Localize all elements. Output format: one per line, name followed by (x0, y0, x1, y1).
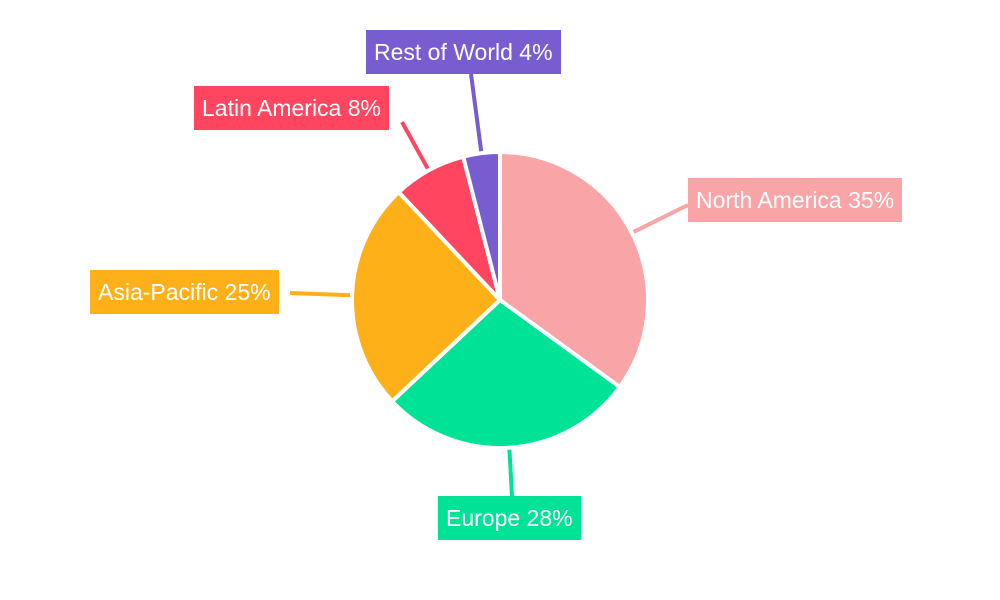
pie-slice-asia-pacific[interactable] (350, 190, 502, 404)
pie-slice-rest-of-world[interactable] (461, 150, 502, 302)
data-label: Latin America 8% (194, 86, 389, 130)
leader-line (469, 73, 484, 152)
data-label: Rest of World 4% (366, 30, 561, 74)
data-label: North America 35% (688, 178, 903, 222)
data-label: Europe 28% (438, 496, 581, 540)
leader-line (632, 203, 689, 234)
leader-line (289, 291, 351, 298)
leader-line (400, 121, 430, 170)
pie-slice-europe[interactable] (390, 298, 622, 450)
leader-line (507, 449, 514, 497)
pie-slice-north-america[interactable] (498, 150, 650, 389)
data-label: Asia-Pacific 25% (90, 270, 279, 314)
